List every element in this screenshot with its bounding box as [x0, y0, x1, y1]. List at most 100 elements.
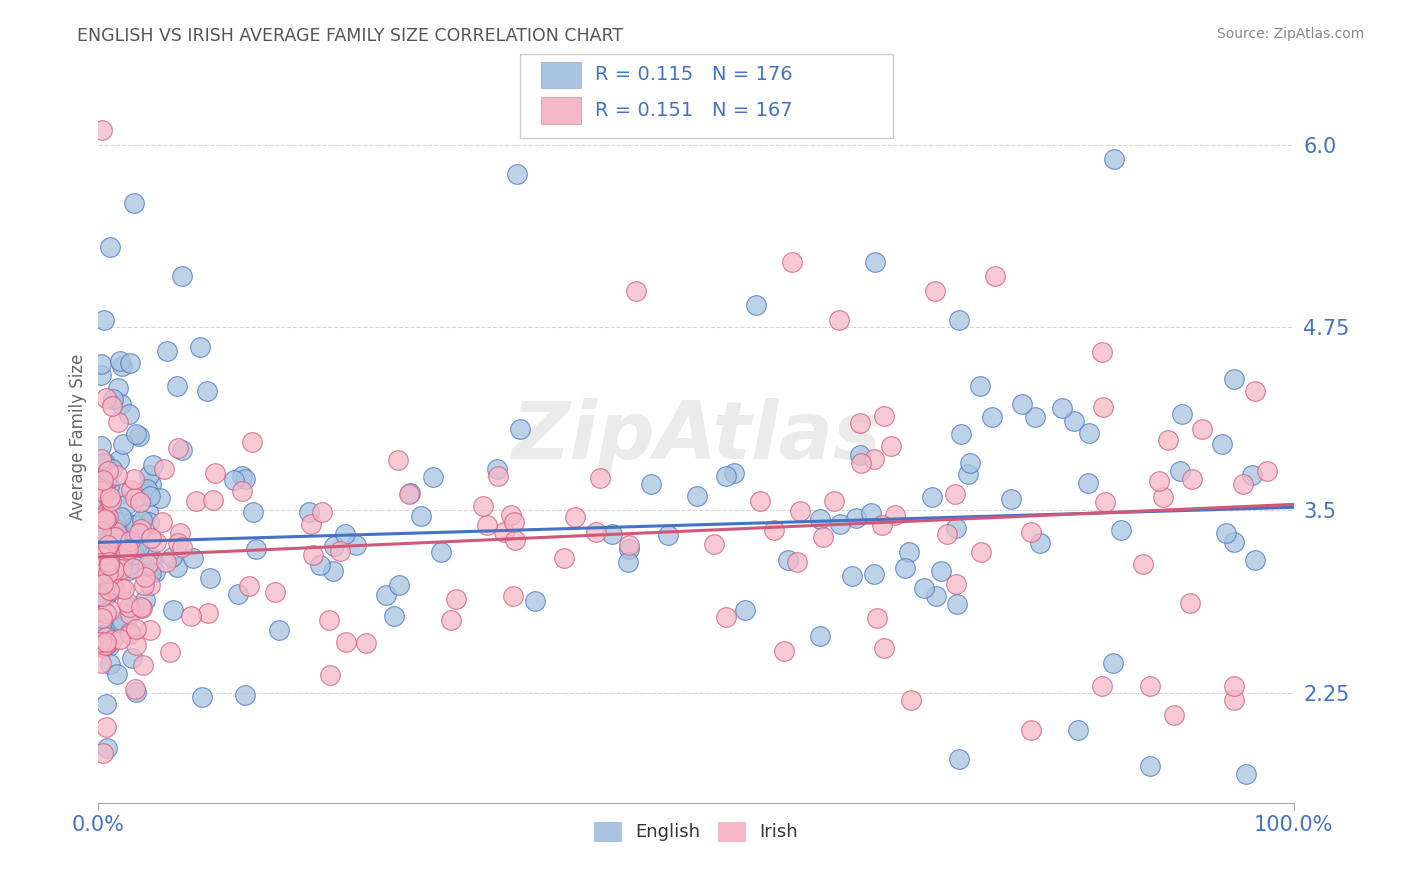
English [121, 651, 143, 665]
Irish [132, 577, 155, 591]
Irish [335, 635, 357, 649]
English [188, 340, 211, 354]
Irish [1191, 422, 1213, 436]
Irish [110, 632, 132, 646]
Irish [936, 527, 959, 541]
Irish [900, 693, 922, 707]
Irish [94, 639, 117, 653]
Irish [1157, 433, 1180, 447]
Irish [129, 495, 152, 509]
English [105, 666, 128, 681]
Irish [139, 531, 162, 545]
Irish [1132, 558, 1154, 572]
Irish [773, 644, 796, 658]
Irish [585, 524, 607, 539]
Irish [115, 541, 138, 556]
Irish [97, 510, 120, 524]
English [1000, 491, 1022, 506]
Irish [115, 595, 138, 609]
Irish [124, 622, 146, 636]
Irish [1181, 472, 1204, 486]
English [98, 479, 121, 493]
English [322, 564, 344, 578]
Y-axis label: Average Family Size: Average Family Size [69, 354, 87, 520]
English [245, 541, 267, 556]
Irish [104, 524, 127, 539]
English [101, 392, 124, 406]
English [523, 594, 546, 608]
English [430, 545, 453, 559]
English [100, 462, 122, 476]
English [139, 476, 162, 491]
Irish [97, 573, 120, 587]
Irish [789, 504, 811, 518]
Irish [1223, 693, 1246, 707]
Irish [502, 589, 524, 603]
Irish [96, 606, 118, 620]
English [1234, 766, 1257, 780]
English [142, 458, 165, 472]
English [1077, 425, 1099, 440]
English [111, 437, 134, 451]
Irish [101, 399, 124, 413]
Irish [231, 483, 253, 498]
Irish [387, 453, 409, 467]
Irish [714, 610, 737, 624]
Irish [90, 451, 112, 466]
Irish [924, 284, 946, 298]
Irish [124, 681, 146, 696]
Irish [503, 533, 526, 548]
English [841, 569, 863, 583]
English [686, 489, 709, 503]
Irish [1091, 679, 1114, 693]
English [128, 540, 150, 554]
Irish [94, 540, 117, 554]
Irish [186, 494, 208, 508]
English [382, 608, 405, 623]
English [617, 555, 640, 569]
English [112, 537, 135, 551]
English [375, 588, 398, 602]
English [1168, 464, 1191, 478]
Irish [439, 613, 461, 627]
English [1139, 759, 1161, 773]
English [98, 657, 121, 672]
English [172, 269, 194, 284]
English [1223, 371, 1246, 385]
English [145, 566, 167, 580]
Irish [318, 668, 340, 682]
Irish [863, 451, 886, 466]
English [103, 555, 125, 569]
English [723, 467, 745, 481]
Irish [880, 439, 903, 453]
Irish [167, 536, 190, 550]
English [138, 467, 160, 482]
Irish [398, 487, 420, 501]
Irish [302, 548, 325, 562]
Irish [486, 468, 509, 483]
Text: R = 0.115   N = 176: R = 0.115 N = 176 [595, 65, 793, 85]
Irish [1019, 723, 1042, 737]
Irish [110, 561, 132, 575]
Irish [96, 506, 118, 520]
English [118, 558, 141, 573]
English [894, 560, 917, 574]
Irish [90, 524, 112, 539]
Legend: English, Irish: English, Irish [586, 814, 806, 848]
English [103, 527, 125, 541]
English [181, 551, 204, 566]
Irish [97, 465, 120, 479]
Irish [263, 585, 285, 599]
English [657, 528, 679, 542]
Irish [90, 634, 112, 648]
English [242, 505, 264, 519]
Irish [91, 123, 114, 137]
Irish [169, 526, 191, 541]
English [950, 426, 973, 441]
English [90, 591, 112, 605]
Irish [96, 513, 118, 527]
English [139, 549, 162, 564]
English [1244, 553, 1267, 567]
English [1240, 467, 1263, 482]
Text: ENGLISH VS IRISH AVERAGE FAMILY SIZE CORRELATION CHART: ENGLISH VS IRISH AVERAGE FAMILY SIZE COR… [77, 27, 623, 45]
